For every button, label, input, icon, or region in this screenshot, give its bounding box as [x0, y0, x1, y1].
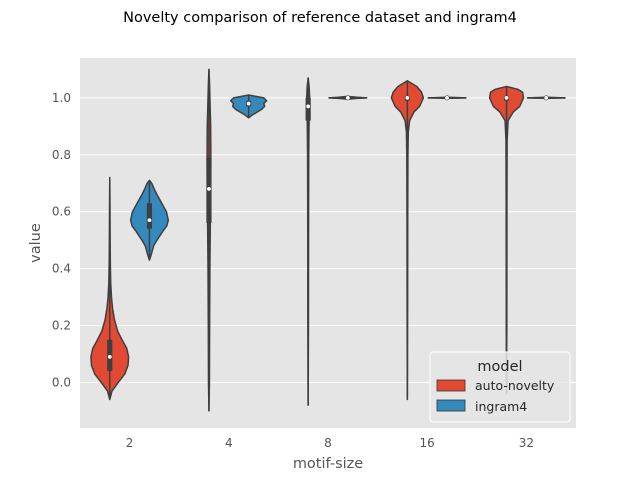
violin-ingram4-2	[129, 179, 170, 261]
y-tick-label: 0.2	[52, 319, 71, 333]
x-axis-label: motif-size	[293, 456, 363, 472]
legend-label-auto-novelty: auto-novelty	[475, 378, 555, 393]
legend-swatch-auto-novelty	[436, 379, 466, 392]
x-tick-label: 16	[420, 436, 435, 450]
legend-label-ingram4: ingram4	[475, 399, 527, 414]
violin-auto-novelty-16	[390, 80, 425, 401]
y-tick-label: 0.8	[52, 148, 71, 162]
violin-median-point	[206, 186, 212, 192]
y-tick-label: 1.0	[52, 91, 71, 105]
violin-ingram4-4	[229, 94, 268, 119]
violin-ingram4-32	[526, 95, 566, 101]
violin-auto-novelty-4	[206, 68, 212, 412]
legend-swatch-ingram4	[436, 399, 466, 412]
violin-median-point	[504, 95, 510, 101]
violin-iqr-box	[146, 203, 153, 229]
x-tick-label: 4	[225, 436, 233, 450]
violin-auto-novelty-2	[90, 176, 130, 401]
x-tick-label: 2	[126, 436, 134, 450]
violins	[90, 68, 566, 412]
violin-median-point	[444, 95, 450, 101]
violin-ingram4-16	[427, 95, 467, 101]
violin-median-point	[345, 95, 351, 101]
violin-iqr-box	[305, 97, 311, 121]
y-tick-label: 0.0	[52, 375, 71, 389]
legend: model auto-novelty ingram4	[429, 351, 571, 423]
legend-title: model	[477, 359, 522, 375]
y-tick-labels: 0.0 0.2 0.4 0.6 0.8 1.0	[52, 91, 71, 390]
violin-median-point	[246, 101, 252, 107]
chart-title: Novelty comparison of reference dataset …	[123, 10, 517, 26]
violin-ingram4-8	[328, 95, 368, 101]
violin-median-point	[543, 95, 549, 101]
violin-median-point	[146, 217, 152, 223]
violin-median-point	[305, 103, 311, 109]
x-tick-label: 32	[519, 436, 534, 450]
x-tick-labels: 2 4 8 16 32	[126, 436, 534, 450]
violin-median-point	[107, 354, 113, 360]
violin-auto-novelty-32	[488, 85, 525, 395]
x-tick-label: 8	[324, 436, 332, 450]
y-tick-label: 0.4	[52, 262, 71, 276]
y-axis-label: value	[28, 223, 44, 263]
violin-auto-novelty-8	[305, 77, 311, 406]
violin-median-point	[404, 95, 410, 101]
y-tick-label: 0.6	[52, 205, 71, 219]
